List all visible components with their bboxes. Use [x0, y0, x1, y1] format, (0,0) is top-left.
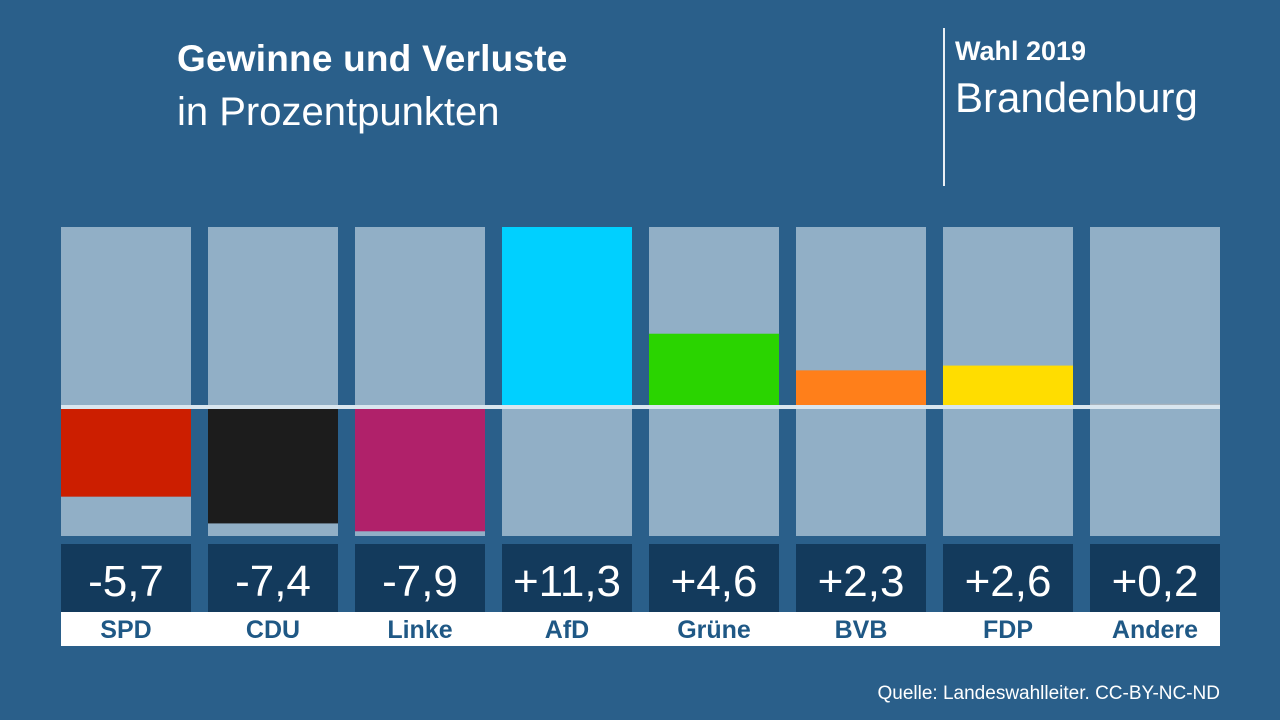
value-label: +2,3	[818, 557, 905, 606]
bar-cdu	[208, 407, 338, 524]
value-box	[1090, 544, 1220, 612]
value-box	[796, 544, 926, 612]
value-box	[943, 544, 1073, 612]
value-label: -7,4	[235, 557, 311, 606]
value-label: +4,6	[671, 557, 758, 606]
value-box	[649, 544, 779, 612]
category-label: SPD	[100, 616, 151, 644]
name-strip	[61, 612, 1220, 646]
value-label: -5,7	[88, 557, 164, 606]
category-label: FDP	[983, 616, 1033, 644]
value-box	[502, 544, 632, 612]
value-label: +2,6	[965, 557, 1052, 606]
region-label: Brandenburg	[955, 74, 1198, 121]
bar-fdp	[943, 365, 1073, 407]
bar-track	[1090, 227, 1220, 536]
header-divider	[943, 28, 945, 186]
chart-subtitle: in Prozentpunkten	[177, 90, 500, 134]
value-label: -7,9	[382, 557, 458, 606]
bar-bvb	[796, 370, 926, 407]
category-label: AfD	[545, 616, 589, 644]
chart-title: Gewinne und Verluste	[177, 38, 568, 79]
bar-spd	[61, 407, 191, 497]
bar-afd	[502, 227, 632, 407]
value-label: +11,3	[513, 557, 621, 606]
source-note: Quelle: Landeswahlleiter. CC-BY-NC-ND	[877, 683, 1221, 704]
category-label: Andere	[1112, 616, 1198, 644]
value-box	[355, 544, 485, 612]
zero-line	[61, 405, 1220, 409]
value-box	[208, 544, 338, 612]
value-box	[61, 544, 191, 612]
category-label: Linke	[387, 616, 452, 644]
category-label: BVB	[835, 616, 888, 644]
category-label: CDU	[246, 616, 300, 644]
category-label: Grüne	[677, 616, 751, 644]
election-label: Wahl 2019	[955, 36, 1087, 66]
bar-linke	[355, 407, 485, 532]
value-label: +0,2	[1112, 557, 1199, 606]
bar-grüne	[649, 333, 779, 407]
